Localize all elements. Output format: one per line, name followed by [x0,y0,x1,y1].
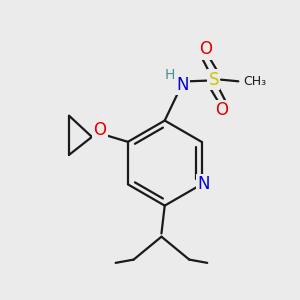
Text: CH₃: CH₃ [243,75,266,88]
Text: N: N [197,176,209,194]
Text: O: O [199,40,212,58]
Text: O: O [215,101,229,119]
Text: O: O [94,122,106,140]
Text: S: S [208,71,219,89]
Text: H: H [165,68,175,82]
Text: N: N [176,76,189,94]
